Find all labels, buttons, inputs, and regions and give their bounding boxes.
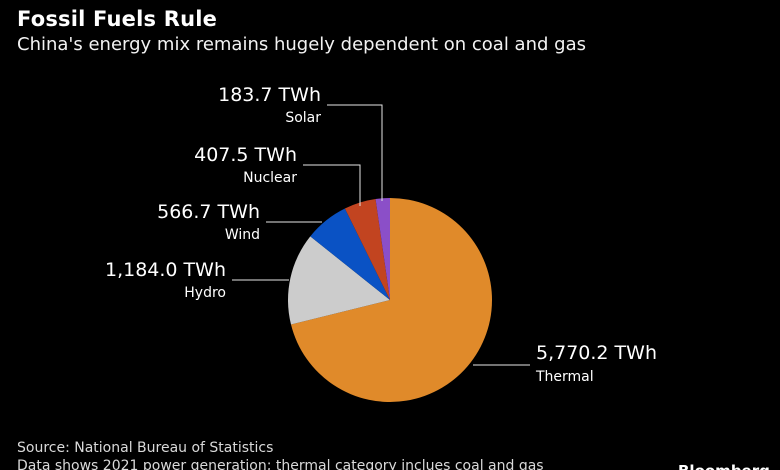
category-label-thermal: Thermal xyxy=(535,369,594,385)
category-label-wind: Wind xyxy=(225,227,260,243)
pie-slice-hydro xyxy=(288,236,390,325)
pie-slice-nuclear xyxy=(344,199,390,300)
pie-slice-thermal xyxy=(291,198,493,402)
source-note: Source: National Bureau of Statistics xyxy=(17,440,274,456)
data-footnote: Data shows 2021 power generation; therma… xyxy=(17,458,544,470)
value-label-solar: 183.7 TWh xyxy=(218,84,321,106)
leader-line-solar xyxy=(327,104,383,201)
chart-subtitle: China's energy mix remains hugely depend… xyxy=(17,34,586,55)
chart-title: Fossil Fuels Rule xyxy=(17,7,218,31)
bloomberg-logo: Bloomberg xyxy=(678,462,770,470)
value-label-hydro: 1,184.0 TWh xyxy=(105,259,226,281)
category-label-hydro: Hydro xyxy=(184,285,226,301)
value-label-nuclear: 407.5 TWh xyxy=(194,144,297,166)
leader-line-nuclear xyxy=(303,164,361,206)
category-label-nuclear: Nuclear xyxy=(243,170,297,186)
pie-slice-solar xyxy=(375,198,390,300)
pie-slice-wind xyxy=(310,208,390,300)
value-label-thermal: 5,770.2 TWh xyxy=(536,342,657,364)
value-label-wind: 566.7 TWh xyxy=(157,201,260,223)
category-label-solar: Solar xyxy=(285,110,321,126)
